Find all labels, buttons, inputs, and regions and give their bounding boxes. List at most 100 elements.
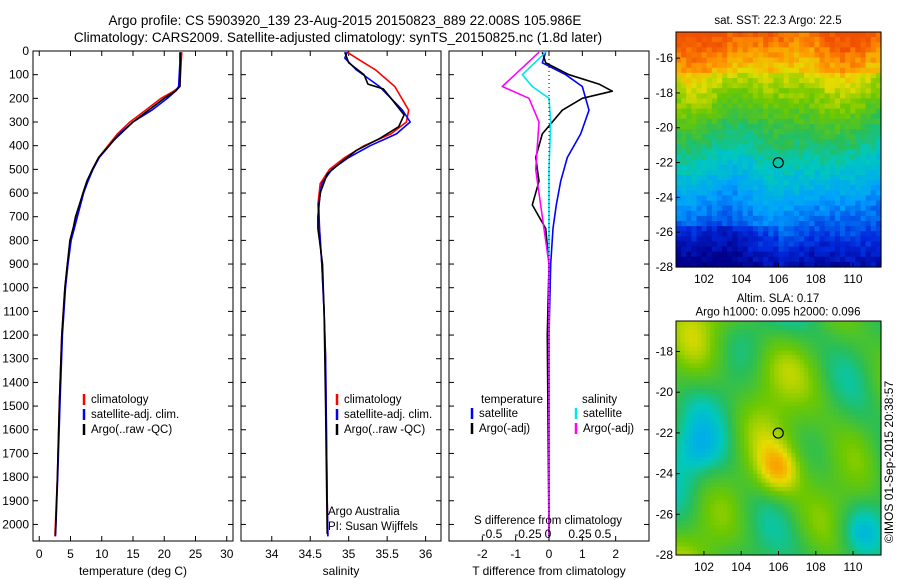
sla_map-heatmap-cell [688, 491, 694, 497]
sla_map-heatmap-cell [829, 372, 835, 377]
sst_map-y-tick-label: -28 [656, 260, 674, 274]
sla_map-heatmap-cell [791, 410, 797, 416]
sst_map-heatmap-cell [870, 256, 877, 263]
sst_map-heatmap-cell [706, 103, 713, 110]
sla_map-heatmap-cell [693, 469, 698, 475]
sst_map-heatmap-cell [788, 83, 795, 89]
sla_map-heatmap-cell [791, 367, 797, 373]
sla_map-heatmap-cell [748, 495, 754, 501]
sla_map-heatmap-cell [680, 427, 686, 433]
sst_map-heatmap-cell [752, 108, 759, 115]
sst_map-heatmap-cell [840, 190, 846, 197]
sst_map-heatmap-cell [834, 134, 841, 140]
sst_map-heatmap-cell [870, 62, 877, 69]
sla_map-heatmap-cell [812, 533, 818, 539]
sst_map-heatmap-cell [722, 251, 728, 258]
sla_map-heatmap-cell [705, 363, 711, 369]
sst_map-heatmap-cell [788, 113, 795, 120]
sla_map-heatmap-cell [778, 546, 784, 552]
sla_map-heatmap-cell [697, 478, 703, 484]
depth-tick-label: 800 [9, 233, 29, 247]
sst_map-heatmap-cell [737, 169, 744, 176]
sst_map-heatmap-cell [824, 251, 831, 258]
sla_map-heatmap-cell [765, 537, 771, 543]
sla_map-heatmap-cell [859, 444, 865, 450]
sla_map-heatmap-cell [872, 495, 878, 501]
sla_map-heatmap-cell [812, 503, 818, 509]
sla_map-heatmap-cell [859, 380, 865, 386]
sla_map-heatmap-cell [705, 367, 711, 373]
sla_map-heatmap-cell [825, 444, 831, 450]
sla_map-heatmap-cell [787, 431, 792, 437]
sla_map-heatmap-cell [816, 469, 822, 475]
sla_map-heatmap-cell [701, 512, 707, 518]
sst_map-heatmap-cell [840, 180, 846, 186]
sla_map-heatmap-cell [774, 414, 780, 420]
sst_map-heatmap-cell [691, 164, 698, 171]
sst_map-heatmap-cell [875, 261, 882, 268]
sla_map-heatmap-cell [795, 397, 801, 403]
sla_map-heatmap-cell [846, 448, 852, 454]
sst_map-heatmap-cell [742, 139, 749, 145]
sla_map-heatmap-cell [872, 491, 878, 497]
sst_map-heatmap-cell [840, 62, 846, 69]
sla_map-heatmap-cell [791, 550, 797, 556]
sla_map-heatmap-cell [688, 482, 694, 488]
sla_map-heatmap-cell [684, 338, 690, 343]
sla_map-heatmap-cell [812, 482, 818, 488]
sla_map-heatmap-cell [799, 486, 805, 492]
sla_map-heatmap-cell [799, 503, 805, 509]
sst_map-heatmap-cell [752, 246, 759, 253]
sla_map-heatmap-cell [812, 499, 818, 505]
sla_map-heatmap-cell [735, 550, 741, 556]
sla_map-heatmap-cell [705, 355, 711, 360]
sst_map-heatmap-cell [696, 195, 703, 202]
sla_map-heatmap-cell [821, 367, 827, 373]
sla_map-heatmap-cell [718, 508, 724, 514]
sla_map-heatmap-cell [697, 546, 703, 552]
sla_map-heatmap-cell [752, 431, 758, 437]
sst_map-heatmap-cell [783, 93, 790, 100]
sla_map-heatmap-cell [718, 495, 724, 501]
sst_map-heatmap-cell [691, 200, 698, 207]
sla_map-heatmap-cell [816, 482, 822, 488]
sla_map-heatmap-cell [795, 427, 801, 433]
sla_map-heatmap-cell [842, 406, 848, 411]
sla_map-heatmap-cell [752, 550, 758, 556]
sla_map-heatmap-cell [778, 418, 784, 424]
sla_map-heatmap-cell [769, 355, 775, 360]
sst_map-heatmap-cell [676, 123, 682, 130]
sst_map-heatmap-cell [819, 210, 826, 217]
sla_map-heatmap-cell [693, 461, 698, 467]
sla_map-heatmap-cell [778, 440, 784, 445]
sst_map-heatmap-cell [809, 210, 815, 217]
sla_map-heatmap-cell [787, 542, 792, 548]
sla_map-heatmap-cell [787, 355, 792, 360]
sla_map-heatmap-cell [752, 520, 758, 526]
sst_map-heatmap-cell [732, 42, 739, 48]
sla_map-heatmap-cell [718, 452, 724, 458]
sst_map-heatmap-cell [701, 246, 708, 253]
sst_map-heatmap-cell [696, 164, 703, 171]
sla_map-heatmap-cell [808, 495, 814, 501]
sla_map-heatmap-cell [676, 355, 681, 360]
sla_map-heatmap-cell [752, 516, 758, 522]
sst_map-heatmap-cell [758, 215, 764, 222]
sst_map-heatmap-cell [691, 236, 698, 243]
sst_map-heatmap-cell [727, 42, 733, 48]
sla_map-heatmap-cell [697, 338, 703, 343]
sst_map-heatmap-cell [875, 57, 882, 64]
sla_map-heatmap-cell [855, 444, 861, 450]
sst_map-heatmap-cell [752, 169, 759, 176]
sla_map-heatmap-cell [761, 452, 767, 458]
sst_map-heatmap-cell [727, 236, 733, 243]
sla_map-heatmap-cell [697, 452, 703, 458]
sst_map-heatmap-cell [834, 103, 841, 110]
sst_map-heatmap-cell [783, 164, 790, 171]
salinity-legend-label: satellite-adj. clim. [344, 409, 432, 421]
sla_map-heatmap-cell [769, 491, 775, 497]
sla_map-heatmap-cell [744, 550, 750, 556]
sst_map-heatmap-cell [824, 256, 831, 263]
sla_map-heatmap-cell [752, 503, 758, 509]
sla_map-heatmap-cell [838, 325, 844, 331]
